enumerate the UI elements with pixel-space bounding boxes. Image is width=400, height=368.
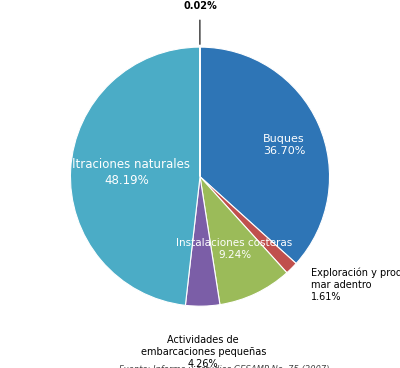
Text: Fuente: Informe y estudios GESAMP No. 75 (2007): Fuente: Informe y estudios GESAMP No. 75…: [119, 365, 330, 368]
Wedge shape: [200, 177, 287, 305]
Text: Actividades de
embarcaciones pequeñas
4.26%: Actividades de embarcaciones pequeñas 4.…: [140, 335, 266, 368]
Wedge shape: [200, 47, 330, 263]
Wedge shape: [200, 177, 296, 273]
Text: Fuentes desconocidas
(no identificadas)
0.02%: Fuentes desconocidas (no identificadas) …: [139, 0, 260, 11]
Text: Exploración y producción
mar adentro
1.61%: Exploración y producción mar adentro 1.6…: [311, 267, 400, 302]
Wedge shape: [70, 47, 200, 305]
Text: Filtraciones naturales
48.19%: Filtraciones naturales 48.19%: [63, 158, 190, 187]
Wedge shape: [185, 177, 220, 306]
Text: Buques
36.70%: Buques 36.70%: [263, 134, 305, 156]
Text: Instalaciones costeras
9.24%: Instalaciones costeras 9.24%: [176, 238, 293, 260]
